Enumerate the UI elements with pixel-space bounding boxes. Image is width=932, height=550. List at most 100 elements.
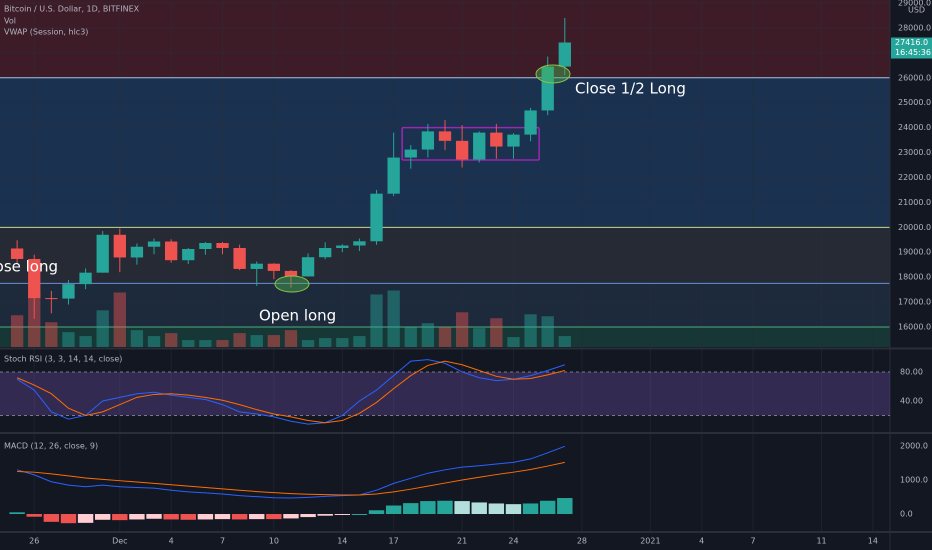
stoch-band (0, 371, 890, 416)
annotation: Open long (259, 307, 336, 325)
x-tick-label: 17 (389, 537, 399, 546)
candle-body (370, 193, 383, 242)
y-tick-label: 29000.0 (898, 0, 931, 8)
candle-body (147, 241, 161, 247)
macd-histogram-bar (488, 503, 505, 515)
macd-histogram-bar (385, 505, 402, 515)
y-tick-label: 1000.0 (900, 476, 928, 485)
candle-body (28, 258, 41, 299)
volume-bar (250, 335, 263, 347)
candle-body (455, 140, 469, 160)
volume-bar (473, 328, 486, 347)
stoch-d-line (16, 360, 565, 424)
volume-bar (79, 336, 92, 347)
annotation-ellipse (535, 64, 571, 84)
annotation-ellipse (274, 275, 310, 293)
annotation: Close 1/2 Long (575, 80, 686, 98)
volume-bar (353, 336, 366, 347)
volume-bar (524, 314, 537, 347)
macd-line (16, 445, 565, 499)
macd-histogram-bar (129, 514, 145, 520)
macd-histogram-bar (368, 510, 385, 515)
x-tick-label: 14 (868, 537, 878, 546)
x-tick-label: Dec (112, 537, 127, 546)
x-tick-label: 21 (457, 537, 467, 546)
volume-bar (216, 340, 229, 347)
y-tick-label: 22000.0 (898, 173, 931, 182)
macd-histogram-bar (266, 514, 282, 520)
price-zone (0, 0, 890, 78)
x-tick-label: 10 (269, 537, 279, 546)
candle-body (336, 245, 349, 248)
volume-bar (96, 310, 109, 347)
macd-histogram-bar (214, 514, 231, 520)
volume-bar (301, 340, 315, 347)
volume-bar (130, 330, 144, 347)
macd-signal-line (17, 461, 565, 496)
volume-bar (438, 327, 452, 347)
indicator-label: VWAP (Session, hlc3) (4, 28, 88, 37)
last-price: 27416.0 (895, 38, 928, 47)
macd-histogram-bar (146, 514, 162, 519)
volume-bar (113, 292, 126, 347)
macd-histogram-bar (283, 514, 299, 519)
volume-bar (199, 340, 212, 347)
macd-histogram-bar (26, 514, 42, 517)
candle-body (10, 248, 24, 259)
macd-histogram-bar (334, 514, 351, 516)
macd-histogram-bar (300, 514, 316, 518)
volume-bar (147, 336, 161, 347)
candle-body (216, 243, 229, 248)
price-zone (0, 283, 890, 327)
macd-histogram-bar (454, 501, 470, 515)
volume-bar (336, 338, 349, 347)
x-tick-label: 4 (699, 537, 704, 546)
x-tick-label: 7 (751, 537, 756, 546)
macd-histogram-bar (163, 514, 179, 520)
candle-body (387, 157, 400, 194)
candle-body (541, 66, 554, 111)
candle-body (79, 272, 92, 285)
candle-body (164, 241, 178, 261)
macd-histogram-bar (112, 514, 128, 521)
candle-body (113, 234, 126, 258)
annotation: Close long (0, 258, 58, 276)
macd-histogram-bar (231, 514, 248, 520)
stoch-k-line (16, 359, 565, 425)
y-tick-label: 23000.0 (898, 148, 931, 157)
volume-bar (455, 312, 469, 347)
macd-histogram-bar (539, 500, 556, 515)
chart-title: Bitcoin / U.S. Dollar, 1D, BITFINEX (4, 5, 140, 14)
candle-body (404, 149, 417, 158)
macd-histogram-bar (249, 514, 265, 520)
y-tick-label: 26000.0 (898, 73, 931, 82)
macd-histogram-bar (197, 514, 214, 520)
macd-histogram-bar (557, 498, 573, 515)
volume-bar (284, 330, 298, 347)
volume-bar (164, 333, 178, 347)
candle-body (558, 42, 571, 67)
macd-histogram-bar (437, 500, 453, 515)
volume-bar (490, 318, 503, 347)
x-tick-label: 28 (577, 537, 587, 546)
macd-histogram-bar (77, 514, 94, 523)
y-tick-label: 2000.0 (900, 442, 928, 451)
y-tick-label: 18000.0 (898, 273, 931, 282)
candle-body (233, 247, 246, 269)
macd-histogram-bar (403, 503, 419, 515)
candle-body (507, 134, 520, 147)
macd-histogram-bar (420, 501, 436, 515)
volume-bar (404, 327, 417, 347)
candle-body (267, 263, 281, 271)
macd-histogram-bar (317, 514, 333, 516)
volume-bar (507, 337, 520, 347)
volume-bar (233, 333, 246, 347)
macd-histogram-bar (43, 514, 60, 522)
macd-histogram-bar (351, 514, 368, 516)
candle-body (353, 241, 366, 246)
stoch-title: Stoch RSI (3, 3, 14, 14, close) (4, 355, 122, 364)
volume-bar (28, 292, 41, 347)
x-tick-label: 11 (816, 537, 826, 546)
price-zone (0, 227, 890, 284)
